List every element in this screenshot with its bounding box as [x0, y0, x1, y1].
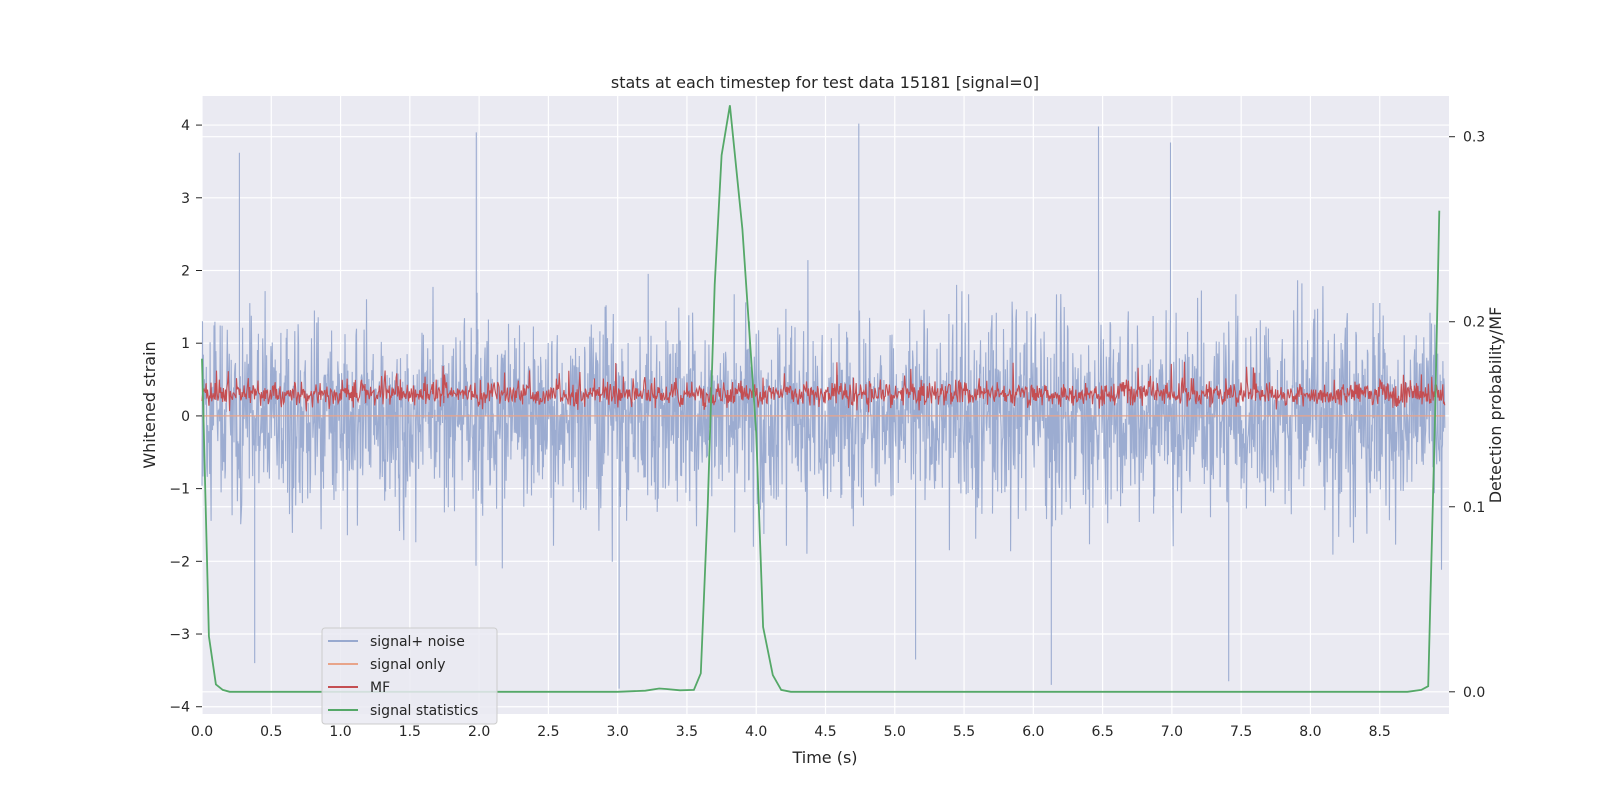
x-tick-label: 1.5: [399, 724, 421, 740]
series-mf: [201, 361, 1446, 413]
series-signal-noise: [201, 123, 1446, 689]
y-tick-label: −1: [169, 482, 190, 498]
ticks: 0.0 0.5 1.0 1.5 2.0 2.5 3.0 3.5 4.0 4.5 5.0 5.5 6.0 6…: [169, 118, 1485, 740]
x-tick-label: 7.0: [1161, 724, 1183, 740]
x-tick-label: 6.5: [1091, 724, 1113, 740]
y-tick-label: 1: [181, 336, 190, 352]
x-tick-label: 8.5: [1369, 724, 1391, 740]
series-layer: [201, 105, 1446, 693]
chart-title: stats at each timestep for test data 151…: [611, 73, 1039, 92]
y2-tick-label: 0.2: [1463, 315, 1485, 331]
x-tick-label: 3.0: [607, 724, 629, 740]
y-tick-label: 4: [181, 118, 190, 134]
x-tick-label: 4.5: [814, 724, 836, 740]
x-tick-label: 0.5: [260, 724, 282, 740]
x-tick-label: 6.0: [1022, 724, 1044, 740]
legend-label-signal-statistics: signal statistics: [370, 703, 478, 719]
y-tick-label: −2: [169, 554, 190, 570]
x-tick-label: 2.0: [468, 724, 490, 740]
y2-axis-label: Detection probability/MF: [1486, 307, 1505, 504]
y-axis-label: Whitened strain: [140, 341, 159, 468]
x-tick-label: 5.5: [953, 724, 975, 740]
legend-label-signal-only: signal only: [370, 657, 445, 673]
y-tick-label: 0: [181, 409, 190, 425]
x-tick-label: 8.0: [1299, 724, 1321, 740]
x-tick-label: 2.5: [537, 724, 559, 740]
x-tick-label: 1.0: [329, 724, 351, 740]
y-tick-label: 2: [181, 263, 190, 279]
y-tick-label: −4: [169, 700, 190, 716]
y-tick-label: −3: [169, 627, 190, 643]
x-axis-label: Time (s): [791, 748, 857, 767]
y-tick-label: 3: [181, 191, 190, 207]
series-signal-statistics: [201, 105, 1441, 693]
y2-tick-label: 0.1: [1463, 500, 1485, 516]
legend: signal+ noise signal only MF signal stat…: [321, 627, 498, 725]
y2-tick-label: 0.3: [1463, 130, 1485, 146]
legend-label-signal-noise: signal+ noise: [370, 634, 465, 650]
legend-box: [321, 627, 498, 725]
x-tick-label: 4.0: [745, 724, 767, 740]
x-tick-label: 5.0: [884, 724, 906, 740]
grid: [201, 96, 1449, 714]
x-tick-label: 7.5: [1230, 724, 1252, 740]
legend-label-mf: MF: [370, 680, 390, 696]
y2-tick-label: 0.0: [1463, 685, 1485, 701]
x-tick-label: 0.0: [191, 724, 213, 740]
x-tick-label: 3.5: [676, 724, 698, 740]
